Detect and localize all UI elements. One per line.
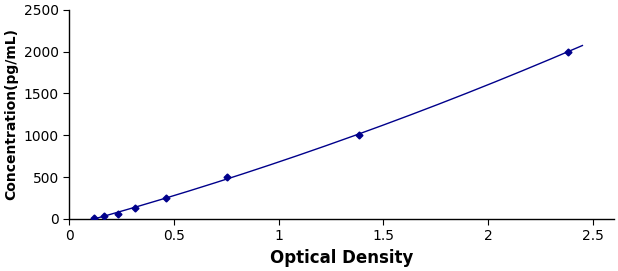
Y-axis label: Concentration(pg/mL): Concentration(pg/mL): [4, 28, 18, 200]
X-axis label: Optical Density: Optical Density: [270, 249, 413, 267]
